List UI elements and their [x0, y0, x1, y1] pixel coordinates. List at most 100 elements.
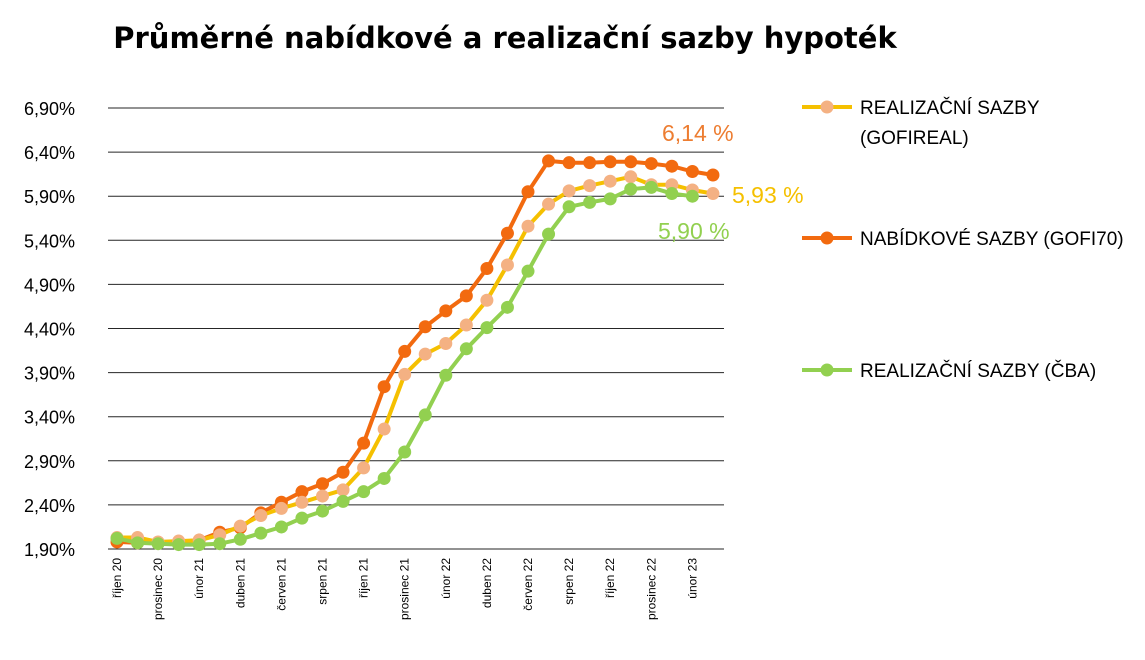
data-point: [583, 179, 597, 193]
end-value-label: 5,93 %: [732, 182, 804, 208]
data-point: [665, 159, 679, 173]
data-point: [398, 344, 412, 358]
x-tick-label: únor 22: [439, 558, 453, 599]
x-tick-label: prosinec 21: [398, 558, 412, 620]
data-point: [110, 531, 124, 545]
data-point: [542, 197, 556, 211]
data-point: [336, 465, 350, 479]
legend: REALIZAČNÍ SAZBY (GOFIREAL) NABÍDKOVÉ SAZB…: [802, 97, 1124, 382]
data-point: [295, 485, 309, 499]
data-point: [254, 508, 268, 522]
data-point: [603, 155, 617, 169]
x-tick-label: únor 21: [192, 558, 206, 599]
y-tick-label: 1,90%: [24, 540, 75, 560]
data-point: [233, 532, 247, 546]
data-point: [624, 182, 638, 196]
data-point: [377, 422, 391, 436]
x-tick-label: duben 22: [480, 558, 494, 608]
data-point: [521, 219, 535, 233]
data-point: [542, 227, 556, 241]
legend-swatch-marker: [820, 363, 834, 377]
data-point: [685, 189, 699, 203]
y-axis: 1,90% 2,40% 2,90% 3,40% 3,90% 4,40% 4,90% 5,40%…: [24, 99, 75, 560]
data-point: [357, 485, 371, 499]
y-tick-label: 4,40%: [24, 320, 75, 340]
data-point: [542, 154, 556, 168]
gridlines: [108, 107, 724, 550]
end-value-label: 5,90 %: [658, 218, 730, 244]
data-point: [274, 520, 288, 534]
series-2: [110, 154, 720, 550]
x-tick-label: prosinec 22: [644, 558, 658, 620]
legend-item: REALIZAČNÍ SAZBY (GOFIREAL): [802, 97, 1040, 149]
data-point: [336, 483, 350, 497]
data-point: [624, 170, 638, 184]
y-tick-label: 4,90%: [24, 275, 75, 295]
legend-label: REALIZAČNÍ SAZBY (ČBA): [860, 360, 1096, 382]
data-point: [685, 165, 699, 179]
legend-label: (GOFIREAL): [860, 128, 969, 149]
data-point: [459, 318, 473, 332]
data-point: [439, 336, 453, 350]
data-point: [500, 300, 514, 314]
x-tick-label: únor 23: [685, 558, 699, 599]
data-point: [480, 321, 494, 335]
x-tick-label: prosinec 20: [151, 558, 165, 620]
data-point: [398, 367, 412, 381]
data-point: [583, 195, 597, 209]
data-point: [665, 187, 679, 201]
data-point: [603, 192, 617, 206]
y-tick-label: 5,40%: [24, 231, 75, 251]
x-tick-label: srpen 22: [562, 558, 576, 605]
data-point: [274, 501, 288, 515]
data-point: [418, 408, 432, 422]
data-point: [377, 380, 391, 394]
data-point: [480, 262, 494, 276]
data-point: [644, 157, 658, 171]
data-point: [295, 511, 309, 525]
data-point: [418, 320, 432, 334]
data-point: [316, 489, 329, 503]
data-point: [480, 293, 494, 307]
data-point: [213, 537, 227, 551]
data-point: [521, 264, 535, 278]
x-tick-label: duben 21: [233, 558, 247, 608]
y-tick-label: 2,90%: [24, 452, 75, 472]
data-point: [644, 180, 658, 194]
data-point: [192, 538, 206, 552]
legend-item: NABÍDKOVÉ SAZBY (GOFI70): [802, 229, 1124, 250]
y-tick-label: 6,40%: [24, 143, 75, 163]
legend-swatch-marker: [820, 100, 834, 114]
data-point: [336, 494, 350, 508]
data-point: [316, 477, 329, 491]
data-point: [562, 200, 576, 214]
x-tick-label: červen 21: [274, 558, 288, 611]
data-point: [357, 436, 371, 450]
series-line: [116, 185, 693, 547]
y-tick-label: 6,90%: [24, 99, 75, 119]
x-tick-label: říjen 21: [357, 558, 371, 598]
series-3: [110, 180, 699, 552]
data-point: [459, 289, 473, 303]
data-point: [439, 304, 453, 318]
x-tick-label: říjen 22: [603, 558, 617, 598]
x-tick-label: říjen 20: [110, 558, 124, 598]
plot-area: [110, 154, 720, 552]
end-labels: 5,93 % 6,14 % 5,90 %: [658, 120, 804, 244]
data-point: [500, 258, 514, 272]
legend-swatch-marker: [820, 231, 834, 245]
data-point: [151, 537, 165, 551]
data-point: [603, 174, 617, 188]
data-point: [398, 445, 412, 459]
data-point: [316, 504, 329, 518]
legend-label: NABÍDKOVÉ SAZBY (GOFI70): [860, 229, 1124, 250]
y-tick-label: 2,40%: [24, 496, 75, 516]
data-point: [459, 342, 473, 356]
series-line: [117, 174, 714, 544]
data-point: [172, 538, 186, 552]
data-point: [624, 155, 638, 169]
data-point: [418, 347, 432, 361]
y-tick-label: 3,90%: [24, 364, 75, 384]
end-value-label: 6,14 %: [662, 120, 734, 146]
data-point: [254, 526, 268, 540]
